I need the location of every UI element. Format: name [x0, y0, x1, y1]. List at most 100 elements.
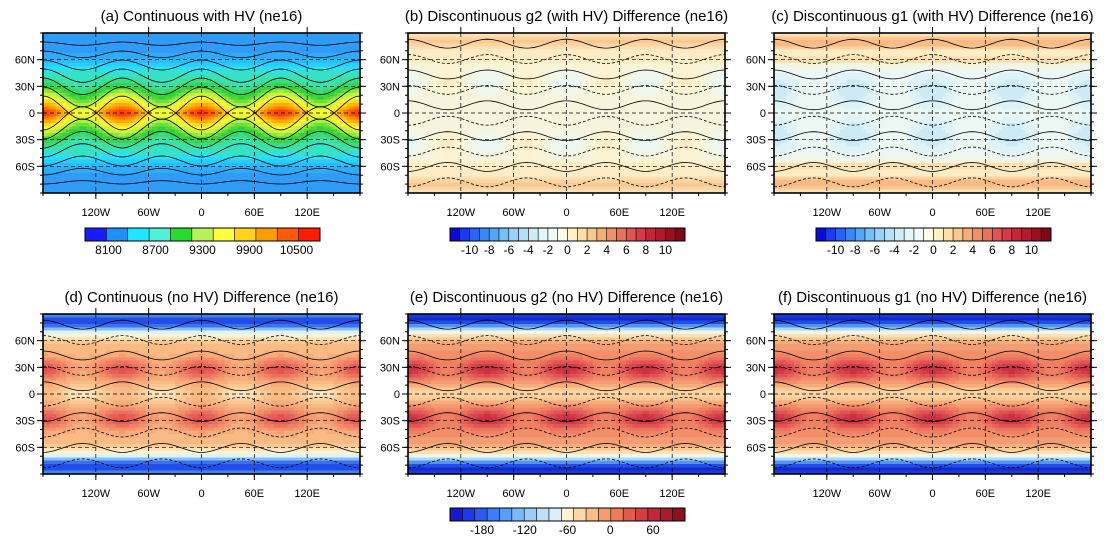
field-cell [161, 176, 166, 180]
field-cell [158, 33, 163, 37]
field-cell [244, 153, 249, 157]
field-cell [76, 189, 80, 194]
field-cell [102, 166, 107, 170]
field-cell [165, 133, 169, 137]
field-cell [79, 39, 83, 44]
field-cell [320, 83, 324, 87]
field-cell [227, 56, 232, 60]
field-cell [49, 149, 54, 154]
field-cell [323, 143, 328, 147]
field-cell [277, 103, 282, 107]
field-cell [227, 79, 232, 84]
field-cell [333, 156, 338, 160]
field-cell [122, 169, 126, 174]
field-cell [297, 136, 301, 140]
field-cell [267, 183, 272, 187]
field-cell [138, 99, 143, 104]
field-cell [326, 96, 331, 100]
field-cell [251, 46, 255, 50]
field-cell [307, 83, 311, 87]
field-cell [257, 109, 262, 114]
field-cell [211, 146, 216, 150]
field-cell [247, 116, 252, 120]
field-cell [221, 123, 225, 127]
field-cell [82, 56, 87, 60]
field-cell [95, 186, 100, 190]
field-cell [320, 126, 324, 130]
field-cell [293, 153, 298, 157]
field-cell [297, 133, 301, 137]
field-cell [105, 36, 110, 40]
field-cell [66, 109, 70, 114]
field-cell [267, 126, 272, 130]
field-cell [79, 36, 83, 40]
field-cell [148, 126, 153, 130]
field-cell [622, 39, 627, 44]
field-cell [198, 156, 202, 160]
field-cell [43, 69, 47, 74]
field-cell [49, 109, 54, 114]
field-cell [181, 116, 186, 120]
field-cell [477, 39, 481, 44]
field-cell [274, 143, 278, 147]
field-cell [287, 56, 291, 60]
field-cell [76, 183, 80, 187]
field-cell [175, 73, 179, 77]
field-cell [66, 89, 70, 94]
field-cell [303, 126, 308, 130]
field-cell [158, 146, 163, 150]
field-cell [59, 116, 64, 120]
field-cell [112, 179, 116, 184]
field-cell [89, 163, 93, 167]
field-cell [260, 89, 265, 94]
field-cell [72, 126, 77, 130]
field-cell [102, 173, 107, 177]
field-cell [204, 176, 209, 180]
field-cell [356, 123, 361, 127]
field-cell [300, 63, 305, 67]
field-cell [317, 103, 321, 107]
field-cell [214, 39, 219, 44]
field-cell [69, 153, 74, 157]
field-cell [257, 93, 262, 97]
field-cell [267, 149, 272, 154]
field-cell [323, 39, 328, 44]
field-cell [208, 126, 212, 130]
field-cell [59, 33, 64, 37]
field-cell [109, 136, 113, 140]
field-cell [118, 96, 123, 100]
field-cell [251, 106, 255, 110]
field-cell [267, 186, 272, 190]
field-cell [280, 39, 285, 44]
field-cell [343, 33, 348, 37]
field-cell [307, 116, 311, 120]
colorbar: 8100 8700 9300 9900 10500 [84, 227, 321, 257]
field-cell [237, 169, 242, 174]
field-cell [135, 179, 140, 184]
field-cell [89, 129, 93, 134]
field-cell [115, 106, 120, 110]
field-cell [254, 113, 258, 117]
field-cell [310, 76, 315, 80]
field-cell [132, 189, 136, 194]
field-cell [353, 76, 357, 80]
field-cell [204, 163, 209, 167]
field-cell [102, 183, 107, 187]
field-cell [171, 86, 176, 90]
field-cell [247, 186, 252, 190]
field-cell [221, 186, 225, 190]
field-cell [191, 43, 196, 47]
field-cell [194, 99, 199, 104]
field-cell [346, 169, 351, 174]
field-cell [125, 113, 130, 117]
field-cell [293, 189, 298, 194]
field-cell [72, 133, 77, 137]
field-cell [264, 83, 268, 87]
field-cell [109, 119, 113, 124]
field-cell [171, 69, 176, 74]
field-cell [244, 39, 249, 44]
field-cell [297, 56, 301, 60]
field-cell [320, 159, 324, 164]
field-cell [151, 79, 156, 84]
field-cell [330, 153, 334, 157]
